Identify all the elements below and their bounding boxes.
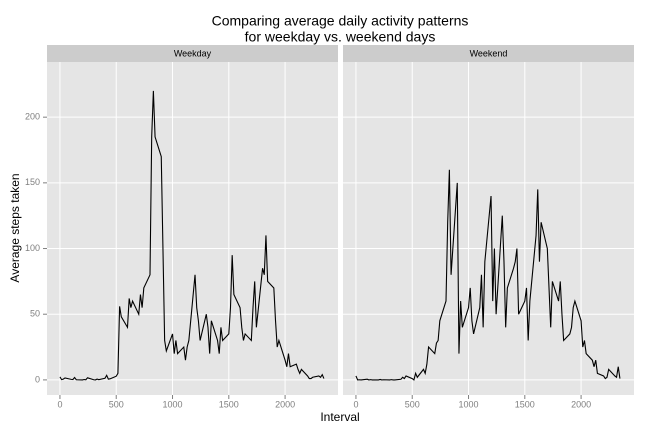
strip xyxy=(343,45,634,62)
chart-title: Comparing average daily activity pattern… xyxy=(212,13,469,29)
data-line xyxy=(59,90,325,381)
y-tick-label: 100 xyxy=(25,243,40,253)
x-tick-label: 0 xyxy=(57,399,62,409)
data-line xyxy=(355,169,621,381)
x-tick-label: 1000 xyxy=(459,399,479,409)
x-tick-label: 500 xyxy=(405,399,420,409)
x-tick-label: 1500 xyxy=(515,399,535,409)
y-tick-label: 200 xyxy=(25,112,40,122)
y-tick-label: 50 xyxy=(30,309,40,319)
x-tick-label: 2000 xyxy=(571,399,591,409)
x-tick-label: 2000 xyxy=(275,399,295,409)
chart-title: for weekday vs. weekend days xyxy=(245,29,436,45)
strip-label: Weekend xyxy=(470,48,508,58)
x-tick-label: 1000 xyxy=(163,399,183,409)
x-tick-label: 1500 xyxy=(219,399,239,409)
strip-label: Weekday xyxy=(174,48,212,58)
x-tick-label: 500 xyxy=(109,399,124,409)
y-tick-label: 150 xyxy=(25,177,40,187)
y-axis-label: Average steps taken xyxy=(8,173,22,282)
panel xyxy=(47,62,338,395)
x-axis-label: Interval xyxy=(320,410,359,424)
x-tick-label: 0 xyxy=(353,399,358,409)
y-tick-label: 0 xyxy=(35,374,40,384)
strip xyxy=(47,45,338,62)
